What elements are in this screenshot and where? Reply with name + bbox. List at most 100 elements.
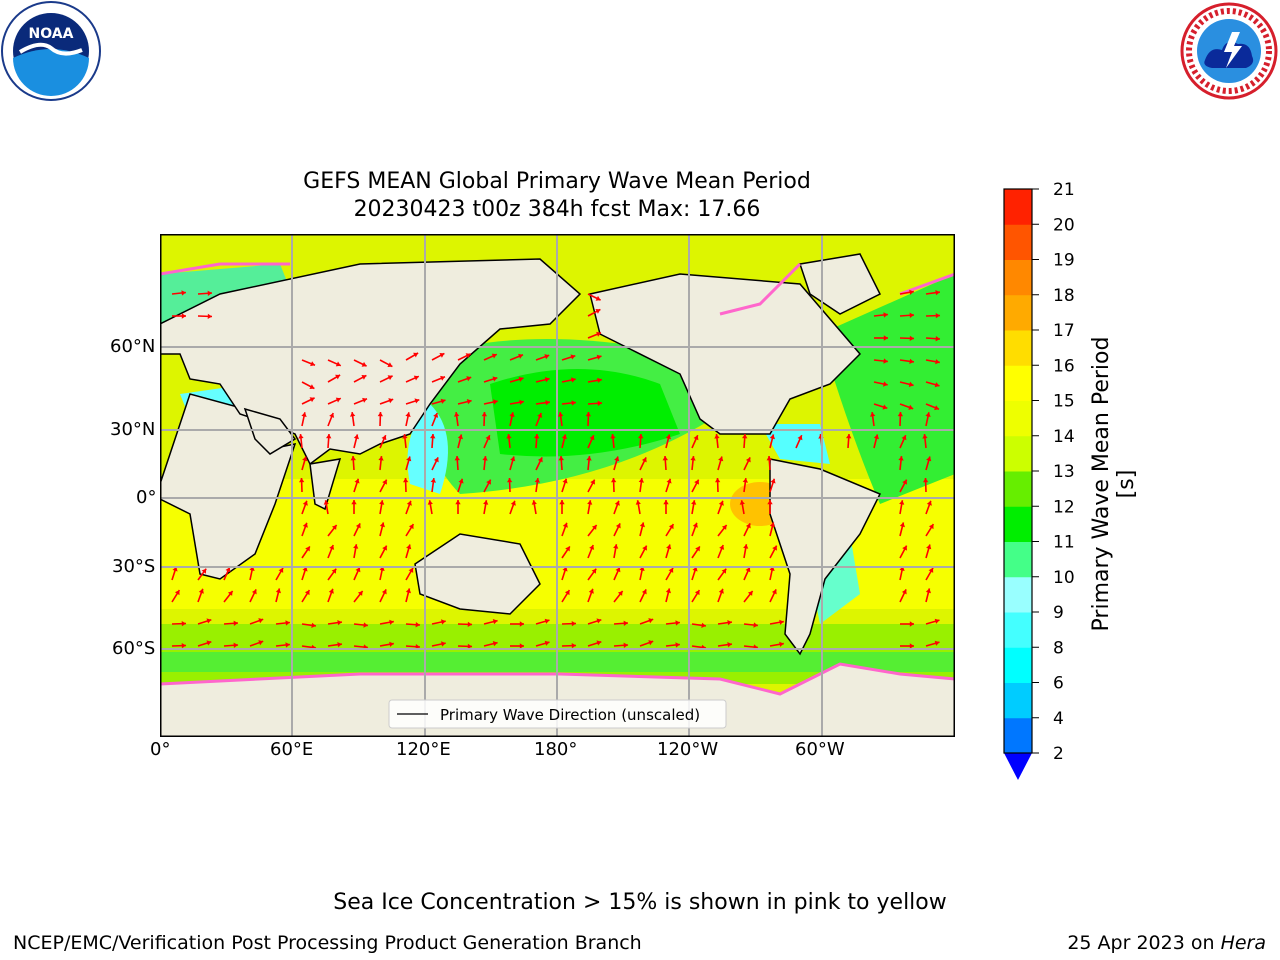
wave-direction-arrowhead xyxy=(564,590,570,596)
nws-logo xyxy=(1180,2,1278,100)
wave-direction-arrowhead xyxy=(908,404,914,410)
greenland xyxy=(799,253,882,315)
wave-direction-arrowhead xyxy=(466,399,472,405)
colorbar-segment xyxy=(1004,435,1032,472)
wave-direction-arrowhead xyxy=(589,545,595,550)
wave-direction-arrowhead xyxy=(509,412,515,417)
wave-direction-arrowhead xyxy=(596,331,601,337)
wave-direction-arrowhead xyxy=(227,591,233,596)
noaa-logo-text: NOAA xyxy=(29,26,74,42)
wave-direction-arrowhead xyxy=(635,500,641,505)
wave-direction-arrowhead xyxy=(935,290,940,296)
wave-direction-arrowhead xyxy=(181,621,186,627)
wave-direction-arrowhead xyxy=(714,434,720,439)
wave-direction-arrowhead xyxy=(506,434,512,439)
wave-direction-arrowhead xyxy=(198,588,204,594)
wave-direction-arrowhead xyxy=(531,500,537,505)
wave-direction-arrowhead xyxy=(510,456,516,462)
colorbar-ticks: 2 4 6 8 9 10 11 12 13 14 15 16 17 18 19 20 21 xyxy=(1032,180,1075,764)
colorbar-label: Primary Wave Mean Period [s] xyxy=(1089,336,1139,632)
wave-direction-arrowhead xyxy=(745,567,751,573)
wave-direction-arrowhead xyxy=(433,457,439,463)
wave-direction-arrowhead xyxy=(362,397,367,403)
graticule xyxy=(160,234,955,737)
india xyxy=(309,458,342,511)
wave-direction-arrowhead xyxy=(302,456,308,462)
wave-direction-arrowhead xyxy=(743,544,749,549)
wave-direction-arrowhead xyxy=(466,376,472,382)
wave-direction-arrowhead xyxy=(595,295,601,301)
wave-direction-arrowhead xyxy=(615,567,621,573)
wave-direction-arrowhead xyxy=(406,500,412,506)
colorbar-segment xyxy=(1004,682,1032,719)
wave-direction-arrowhead xyxy=(379,522,385,528)
wave-direction-arrowhead xyxy=(675,620,680,626)
wave-direction-arrowhead xyxy=(935,313,940,319)
wave-direction-arrowhead xyxy=(492,619,498,625)
wave-direction-arrowhead xyxy=(901,435,907,441)
wave-direction-arrowhead xyxy=(715,478,721,483)
wave-direction-arrowhead xyxy=(310,361,315,367)
wave-direction-arrowhead xyxy=(648,640,654,646)
wave-direction-arrowhead xyxy=(642,545,647,551)
wave-direction-arrowhead xyxy=(201,568,207,574)
wave-direction-arrowhead xyxy=(285,642,290,648)
wave-direction-arrowhead xyxy=(544,377,550,383)
colorbar-segment xyxy=(1004,717,1032,754)
wave-direction-arrowhead xyxy=(692,522,698,528)
wave-direction-arrowhead xyxy=(595,309,601,314)
wave-direction-arrowhead xyxy=(928,567,934,573)
wave-direction-arrowhead xyxy=(648,618,654,624)
wave-direction-arrowhead xyxy=(615,523,621,529)
wave-direction-arrowhead xyxy=(353,544,359,549)
wave-direction-arrowhead xyxy=(414,398,420,404)
wave-direction-arrowhead xyxy=(587,500,593,505)
wave-direction-arrowhead xyxy=(304,590,310,596)
wave-direction-arrowhead xyxy=(482,456,488,461)
wave-direction-arrowhead xyxy=(902,479,907,485)
colorbar-tick-label: 9 xyxy=(1053,603,1064,623)
wave-direction-arrowhead xyxy=(403,478,409,483)
wave-direction-arrowhead xyxy=(718,456,724,462)
wave-direction-arrowhead xyxy=(458,478,464,484)
wave-direction-arrowhead xyxy=(492,641,498,647)
wave-direction-arrowhead xyxy=(597,377,602,383)
wave-direction-arrowhead xyxy=(337,620,342,626)
west-pacific-cyan xyxy=(407,404,448,494)
wave-direction-arrowhead xyxy=(934,405,939,411)
wave-direction-arrowhead xyxy=(275,588,281,594)
wave-direction-arrowhead xyxy=(769,434,775,440)
colorbar: 2 4 6 8 9 10 11 12 13 14 15 16 17 18 19 20 21 xyxy=(1003,180,1075,780)
wave-direction-arrowhead xyxy=(745,523,751,529)
wave-direction-arrowhead xyxy=(926,500,932,506)
wave-direction-arrowhead xyxy=(695,546,700,552)
lat-label-30s: 30°S xyxy=(112,556,156,577)
wave-direction-arrowhead xyxy=(666,478,672,484)
eurasia xyxy=(160,258,582,466)
wave-direction-arrowhead xyxy=(519,643,524,649)
wave-direction-arrowhead xyxy=(611,478,617,483)
wave-direction-arrowhead xyxy=(544,640,550,646)
colorbar-tick-label: 19 xyxy=(1053,251,1075,271)
wave-direction-arrowhead xyxy=(519,399,524,405)
wave-direction-arrowhead xyxy=(430,434,436,439)
wave-direction-arrowhead xyxy=(909,643,914,649)
colorbar-tick-label: 20 xyxy=(1053,215,1075,235)
wave-direction-arrowhead xyxy=(586,456,592,461)
wave-direction-arrowhead xyxy=(353,434,359,440)
wave-direction-arrowhead xyxy=(934,640,940,646)
wave-direction-arrowhead xyxy=(258,618,264,624)
wave-direction-arrowhead xyxy=(441,619,446,625)
wave-direction-arrowhead xyxy=(467,643,472,649)
wave-direction-arrowhead xyxy=(613,544,619,549)
colorbar-tick-label: 13 xyxy=(1053,462,1075,482)
wave-direction-arrowhead xyxy=(727,642,732,648)
colorbar-tick-label: 12 xyxy=(1053,497,1075,517)
wave-direction-arrowhead xyxy=(668,524,674,530)
colorbar-segment xyxy=(1004,224,1032,260)
wave-direction-arrowhead xyxy=(899,566,905,571)
wave-direction-arrowhead xyxy=(298,434,304,439)
wave-direction-arrowhead xyxy=(641,457,647,463)
wave-direction-arrowhead xyxy=(935,359,940,365)
wave-direction-arrowhead xyxy=(430,478,436,483)
